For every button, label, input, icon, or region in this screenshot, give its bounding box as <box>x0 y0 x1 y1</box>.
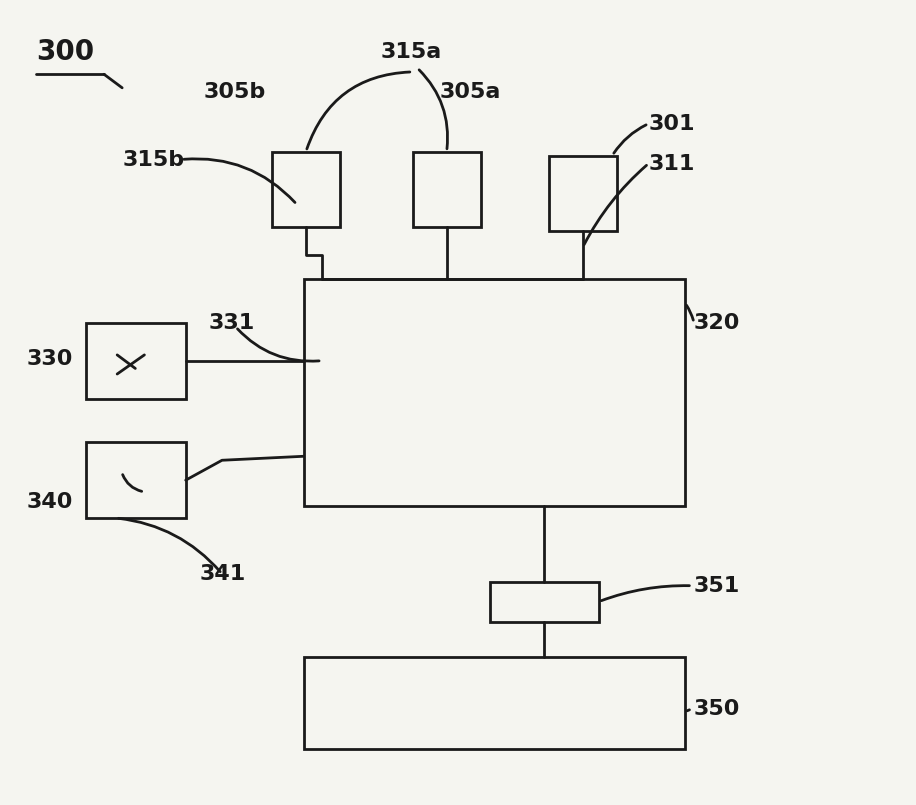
Bar <box>86 323 186 398</box>
Bar <box>86 442 186 518</box>
Bar <box>490 582 599 621</box>
Text: 340: 340 <box>27 492 73 512</box>
Bar <box>304 658 685 749</box>
Bar <box>272 151 340 227</box>
Text: 331: 331 <box>209 313 255 332</box>
Text: 351: 351 <box>694 576 740 596</box>
Text: 330: 330 <box>27 349 73 369</box>
Text: 315b: 315b <box>122 150 184 170</box>
Text: 305b: 305b <box>204 82 267 101</box>
Text: 300: 300 <box>36 38 94 66</box>
Text: 350: 350 <box>694 700 740 719</box>
Text: 311: 311 <box>649 154 695 174</box>
Bar <box>304 279 685 506</box>
Text: 320: 320 <box>694 313 740 332</box>
Bar <box>412 151 481 227</box>
Text: 301: 301 <box>649 114 695 134</box>
Text: 305a: 305a <box>440 82 501 101</box>
Text: 315a: 315a <box>381 42 442 62</box>
Text: 341: 341 <box>200 564 245 584</box>
Bar <box>549 155 616 231</box>
